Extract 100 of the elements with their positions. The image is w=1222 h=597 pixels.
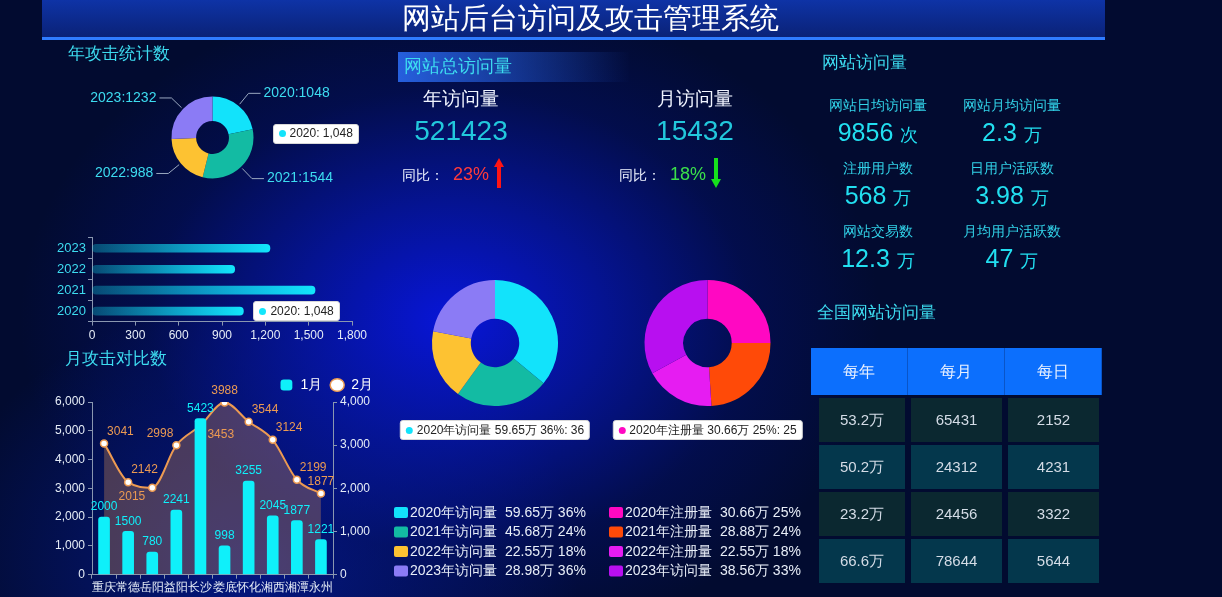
data-label: 3988 — [211, 382, 239, 397]
text: 2020年注册量 30.66万 25%: 25 — [629, 422, 797, 438]
data-label: 2998 — [146, 425, 174, 440]
text: 3.98 — [975, 180, 1024, 210]
data-label: 2022:988 — [94, 164, 154, 181]
text: 3322 — [1036, 505, 1071, 523]
data-label: 1221 — [307, 521, 335, 536]
point — [172, 440, 181, 450]
text: 网站后台访问及攻击管理系统 — [401, 1, 779, 36]
point — [99, 439, 109, 448]
text: 2020年访问量 59.65万 36%: 36 — [416, 422, 585, 438]
x-tick-label: 娄底 — [212, 580, 237, 595]
text: 网站月均访问量 — [963, 97, 1061, 114]
text: 万 — [1023, 125, 1042, 147]
bar — [92, 306, 244, 316]
data-label: 2199 — [299, 460, 327, 475]
y2-tick-label: 3,000 — [340, 437, 371, 452]
text: 注册用户数 — [843, 160, 913, 177]
text: 全国网站访问量 — [817, 303, 936, 324]
y-tick-label: 6,000 — [54, 394, 86, 409]
text: 23.2万 — [839, 505, 885, 523]
bar — [291, 520, 303, 575]
point — [268, 435, 277, 445]
text: 万 — [896, 251, 915, 273]
x-tick-label: 重庆 — [92, 580, 117, 595]
text: 78644 — [935, 552, 978, 570]
chart-title: 月攻击对比数 — [65, 348, 167, 370]
category-label: 每日 — [1037, 361, 1069, 382]
text: 年访问量 — [423, 88, 499, 111]
text: 15432 — [656, 114, 734, 148]
text: 万 — [1020, 251, 1039, 273]
bar — [92, 243, 271, 253]
legend-label: 2021年访问量 45.68万 24% — [410, 523, 586, 540]
text: 65431 — [935, 411, 978, 429]
x-tick-label: 永州 — [308, 580, 333, 595]
x-tick-label: 湘潭 — [284, 580, 309, 595]
bar — [170, 509, 183, 575]
text: 521423 — [414, 114, 508, 148]
bar — [194, 418, 207, 575]
data-label: 2021:1544 — [266, 169, 334, 186]
text: 同比： — [619, 167, 661, 184]
bar — [266, 515, 279, 575]
legend-label: 2022年注册量 22.55万 18% — [625, 542, 801, 559]
bar — [92, 285, 316, 295]
data-label: 2020:1048 — [263, 84, 330, 101]
legend-label: 1月 — [300, 375, 323, 392]
text: 网站交易数 — [843, 223, 913, 240]
text: 万 — [893, 188, 912, 210]
text: 23% — [453, 164, 490, 186]
bar — [242, 480, 255, 575]
data-label: 2015 — [118, 488, 146, 503]
category-label: 每月 — [940, 361, 972, 382]
data-label: 5423 — [187, 400, 215, 415]
y-tick-label: 1,000 — [54, 538, 86, 553]
data-label: 2023:1232 — [90, 88, 157, 105]
x-tick-label: 900 — [211, 328, 233, 343]
category-label: 每年 — [843, 361, 875, 382]
legend-label: 2020年注册量 30.66万 25% — [625, 503, 801, 520]
x-tick-label: 湘西 — [260, 580, 285, 595]
x-tick-label: 1,800 — [336, 328, 368, 343]
y-tick-label: 2020 — [57, 302, 86, 318]
y2-tick-label: 1,000 — [340, 523, 371, 538]
text: 网站日均访问量 — [829, 97, 927, 114]
text: 5644 — [1036, 552, 1071, 570]
data-label: 3041 — [107, 423, 135, 438]
text: 2.3 — [982, 117, 1017, 147]
y-tick-label: 4,000 — [54, 451, 86, 466]
annotation: 2020: 1,048 — [270, 303, 334, 319]
y-tick-label: 2023 — [57, 239, 86, 255]
data-label: 2142 — [131, 462, 159, 477]
text: 次 — [900, 125, 919, 147]
x-tick-label: 益阳 — [164, 580, 189, 595]
legend-label: 2022年访问量 22.55万 18% — [410, 542, 586, 559]
data-label: 3124 — [275, 420, 303, 435]
x-tick-label: 600 — [168, 328, 189, 343]
y2-tick-label: 4,000 — [340, 394, 371, 409]
legend-label: 2023年访问量 38.56万 33% — [625, 562, 801, 579]
text: 日用户活跃数 — [970, 160, 1054, 177]
text: 9856 — [837, 117, 894, 147]
text: 568 — [844, 180, 887, 210]
chart-title: 年攻击统计数 — [68, 43, 170, 65]
y-tick-label: 2021 — [57, 281, 86, 297]
legend-label: 2月 — [351, 375, 374, 392]
text: 4231 — [1036, 458, 1071, 476]
text: 66.6万 — [839, 552, 885, 570]
x-tick-label: 岳阳 — [140, 580, 165, 595]
text: 53.2万 — [839, 411, 885, 429]
data-label: 1500 — [114, 513, 142, 528]
text: 2152 — [1036, 411, 1071, 429]
bar — [92, 264, 236, 274]
text: 网站总访问量 — [404, 56, 512, 78]
data-label: 2241 — [163, 492, 191, 507]
bar — [218, 545, 231, 575]
text: 网站访问量 — [822, 53, 907, 74]
point — [148, 483, 157, 492]
legend-label: 2020年访问量 59.65万 36% — [410, 503, 586, 520]
text: 12.3 — [841, 243, 890, 273]
text: 24456 — [935, 505, 978, 523]
x-tick-label: 0 — [88, 328, 96, 343]
text: 18% — [670, 164, 707, 186]
